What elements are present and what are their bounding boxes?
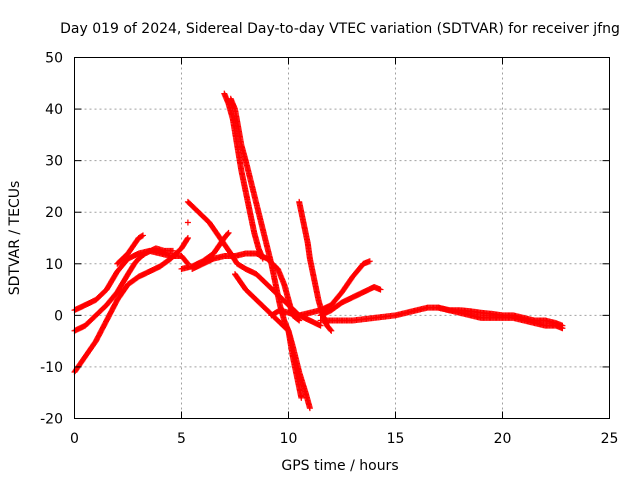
y-tick-label: -10 [40, 360, 63, 376]
y-tick-label: 10 [45, 257, 63, 273]
y-axis-label: SDTVAR / TECUs [7, 181, 23, 296]
data-point [298, 394, 305, 401]
data-point [259, 255, 266, 262]
x-tick-label: 10 [280, 431, 298, 447]
chart-title: Day 019 of 2024, Sidereal Day-to-day VTE… [60, 21, 620, 37]
x-tick-label: 0 [70, 431, 79, 447]
y-tick-label: 20 [45, 205, 63, 221]
data-point [328, 327, 335, 334]
data-point [377, 286, 384, 293]
x-tick-label: 20 [494, 431, 512, 447]
data-point [317, 322, 324, 329]
y-tick-label: 30 [45, 154, 63, 170]
plot-frame [74, 57, 610, 419]
data-point [139, 232, 146, 239]
data-point [184, 219, 191, 226]
data-points [71, 90, 566, 412]
x-tick-label: 15 [387, 431, 405, 447]
data-point [138, 233, 145, 240]
y-tick-label: -20 [40, 412, 63, 428]
x-tick-label: 25 [601, 431, 619, 447]
axis-ticks: 0 5 10 15 20 25 -20 -10 0 10 20 30 40 50 [40, 51, 618, 448]
data-point [184, 235, 191, 241]
data-point [225, 229, 232, 236]
x-tick-label: 5 [177, 431, 186, 447]
data-point [327, 326, 334, 333]
y-tick-label: 0 [54, 308, 63, 324]
grid [74, 57, 610, 419]
y-tick-label: 50 [45, 51, 63, 67]
data-point [296, 317, 303, 324]
data-point [366, 258, 373, 265]
x-axis-label: GPS time / hours [281, 458, 398, 474]
data-point [559, 325, 566, 332]
data-point [224, 230, 231, 237]
data-point [169, 247, 176, 254]
data-point [306, 405, 313, 412]
y-tick-label: 40 [45, 102, 63, 118]
data-point [184, 236, 191, 243]
